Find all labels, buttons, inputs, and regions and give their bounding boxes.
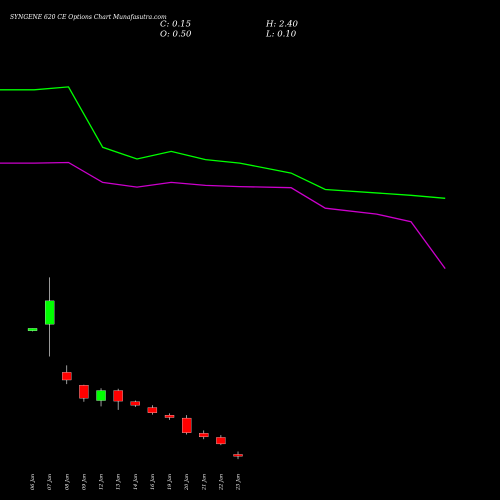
candle-body bbox=[233, 454, 243, 457]
candle-body bbox=[130, 401, 140, 406]
x-tick-label: 14 Jan bbox=[133, 474, 139, 490]
x-tick-label: 06 Jan bbox=[30, 474, 36, 490]
candle-body bbox=[113, 390, 123, 402]
x-tick-label: 13 Jan bbox=[116, 474, 122, 490]
candle bbox=[62, 365, 72, 385]
candle-body bbox=[199, 433, 209, 438]
x-tick-label: 09 Jan bbox=[81, 474, 87, 490]
x-tick-label: 08 Jan bbox=[64, 474, 70, 490]
candle bbox=[216, 435, 226, 446]
candle bbox=[113, 388, 123, 410]
candle-body bbox=[181, 417, 192, 433]
candle-body bbox=[62, 372, 72, 381]
candle-body bbox=[27, 328, 38, 331]
moving-averages bbox=[0, 86, 446, 269]
candle-body bbox=[79, 385, 89, 399]
x-tick-label: 21 Jan bbox=[201, 474, 207, 491]
open-value: O: 0.50 bbox=[160, 30, 192, 40]
ma-slow-line bbox=[0, 161, 446, 269]
x-tick-label: 22 Jan bbox=[218, 474, 224, 491]
candle bbox=[199, 430, 209, 440]
x-tick-label: 12 Jan bbox=[99, 474, 105, 490]
candle bbox=[181, 415, 192, 435]
x-tick-label: 19 Jan bbox=[167, 474, 173, 490]
ma-fast-line bbox=[0, 86, 446, 199]
chart-title: SYNGENE 620 CE Options Chart Munafasutra… bbox=[10, 14, 167, 21]
candle-body bbox=[96, 390, 106, 401]
candle bbox=[45, 277, 55, 357]
x-tick-label: 23 Jan bbox=[236, 474, 242, 491]
candle bbox=[147, 405, 158, 415]
candle-body bbox=[164, 415, 175, 418]
x-tick-label: 16 Jan bbox=[150, 474, 156, 490]
candle bbox=[164, 413, 175, 420]
candle bbox=[96, 388, 106, 407]
x-tick-label: 07 Jan bbox=[47, 474, 53, 490]
x-axis-ticks: 06 Jan 07 Jan 08 Jan 09 Jan 12 Jan 13 Jan 14 J… bbox=[30, 474, 241, 491]
candle bbox=[27, 328, 38, 332]
candle bbox=[79, 384, 89, 402]
x-tick-label: 20 Jan bbox=[184, 474, 190, 491]
high-value: H: 2.40 bbox=[265, 20, 298, 30]
candle-body bbox=[45, 300, 55, 325]
low-value: L: 0.10 bbox=[265, 30, 297, 40]
close-value: C: 0.15 bbox=[160, 20, 191, 30]
candle-body bbox=[216, 437, 226, 445]
candle bbox=[233, 451, 243, 460]
candle bbox=[130, 400, 140, 407]
candle-body bbox=[147, 407, 158, 413]
candles bbox=[27, 277, 243, 460]
